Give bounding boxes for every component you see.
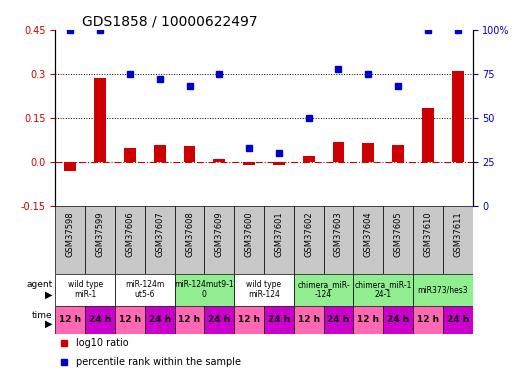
Bar xyxy=(422,108,434,162)
Text: GSM37598: GSM37598 xyxy=(66,211,75,257)
Bar xyxy=(353,206,383,274)
Bar xyxy=(55,306,85,334)
Bar xyxy=(204,306,234,334)
Text: miR-124m
ut5-6: miR-124m ut5-6 xyxy=(125,280,164,299)
Text: 12 h: 12 h xyxy=(119,315,141,324)
Text: 24 h: 24 h xyxy=(89,315,111,324)
Text: percentile rank within the sample: percentile rank within the sample xyxy=(76,357,241,367)
Text: miR373/hes3: miR373/hes3 xyxy=(418,285,468,294)
Bar xyxy=(55,206,85,274)
Bar xyxy=(184,146,195,162)
Bar xyxy=(204,206,234,274)
Bar xyxy=(145,206,175,274)
Text: 24 h: 24 h xyxy=(387,315,409,324)
Bar xyxy=(413,274,473,306)
Bar xyxy=(243,162,255,165)
Bar xyxy=(443,306,473,334)
Bar xyxy=(353,274,413,306)
Bar xyxy=(115,274,175,306)
Text: 24 h: 24 h xyxy=(208,315,230,324)
Bar xyxy=(234,274,294,306)
Bar xyxy=(213,159,225,162)
Text: 12 h: 12 h xyxy=(178,315,201,324)
Text: GSM37608: GSM37608 xyxy=(185,211,194,257)
Text: agent: agent xyxy=(26,280,53,290)
Text: 12 h: 12 h xyxy=(238,315,260,324)
Bar xyxy=(94,78,106,162)
Text: GSM37609: GSM37609 xyxy=(215,211,224,257)
Text: 12 h: 12 h xyxy=(357,315,379,324)
Bar xyxy=(333,142,344,162)
Bar xyxy=(303,156,315,162)
Text: 24 h: 24 h xyxy=(447,315,469,324)
Text: GDS1858 / 10000622497: GDS1858 / 10000622497 xyxy=(82,14,258,28)
Text: GSM37601: GSM37601 xyxy=(275,211,284,257)
Bar xyxy=(175,274,234,306)
Text: 24 h: 24 h xyxy=(148,315,171,324)
Text: ▶: ▶ xyxy=(45,290,53,300)
Bar xyxy=(324,306,353,334)
Bar xyxy=(154,145,166,162)
Text: 24 h: 24 h xyxy=(268,315,290,324)
Text: GSM37607: GSM37607 xyxy=(155,211,164,257)
Text: chimera_miR-
-124: chimera_miR- -124 xyxy=(297,280,350,299)
Bar xyxy=(175,306,204,334)
Bar xyxy=(64,162,76,171)
Text: GSM37600: GSM37600 xyxy=(244,211,253,257)
Bar xyxy=(115,206,145,274)
Bar xyxy=(324,206,353,274)
Text: time: time xyxy=(32,311,53,320)
Text: GSM37599: GSM37599 xyxy=(96,211,105,257)
Bar xyxy=(443,206,473,274)
Bar xyxy=(383,206,413,274)
Text: log10 ratio: log10 ratio xyxy=(76,338,129,348)
Bar xyxy=(294,274,353,306)
Bar xyxy=(175,206,204,274)
Bar xyxy=(55,274,115,306)
Bar xyxy=(264,206,294,274)
Bar xyxy=(145,306,175,334)
Bar xyxy=(234,206,264,274)
Bar xyxy=(294,306,324,334)
Bar xyxy=(273,162,285,165)
Bar xyxy=(452,71,464,162)
Text: 24 h: 24 h xyxy=(327,315,350,324)
Text: 12 h: 12 h xyxy=(298,315,320,324)
Bar xyxy=(124,147,136,162)
Text: GSM37604: GSM37604 xyxy=(364,211,373,257)
Text: 12 h: 12 h xyxy=(59,315,81,324)
Text: GSM37610: GSM37610 xyxy=(423,211,432,257)
Bar xyxy=(115,306,145,334)
Bar xyxy=(264,306,294,334)
Text: GSM37603: GSM37603 xyxy=(334,211,343,257)
Text: miR-124mut9-1
0: miR-124mut9-1 0 xyxy=(175,280,234,299)
Bar xyxy=(383,306,413,334)
Text: wild type
miR-124: wild type miR-124 xyxy=(247,280,281,299)
Bar xyxy=(353,306,383,334)
Text: GSM37606: GSM37606 xyxy=(126,211,135,257)
Text: GSM37602: GSM37602 xyxy=(304,211,313,257)
Bar xyxy=(362,143,374,162)
Bar xyxy=(85,206,115,274)
Bar xyxy=(413,306,443,334)
Text: wild type
miR-1: wild type miR-1 xyxy=(68,280,103,299)
Bar xyxy=(234,306,264,334)
Text: chimera_miR-1
24-1: chimera_miR-1 24-1 xyxy=(354,280,412,299)
Text: GSM37605: GSM37605 xyxy=(393,211,402,257)
Bar xyxy=(392,145,404,162)
Bar xyxy=(413,206,443,274)
Text: 12 h: 12 h xyxy=(417,315,439,324)
Text: GSM37611: GSM37611 xyxy=(453,211,462,257)
Bar xyxy=(85,306,115,334)
Text: ▶: ▶ xyxy=(45,319,53,329)
Bar xyxy=(294,206,324,274)
